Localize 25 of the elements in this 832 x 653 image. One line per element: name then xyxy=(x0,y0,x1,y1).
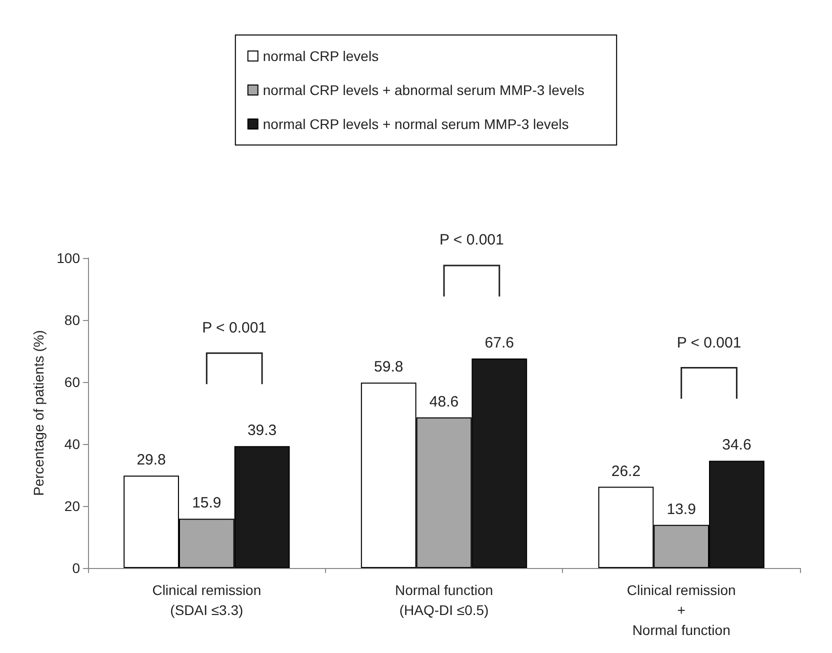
data-label: 48.6 xyxy=(429,393,459,410)
data-label: 67.6 xyxy=(484,334,514,352)
data-label: 59.8 xyxy=(374,358,404,376)
annotation: P < 0.001 xyxy=(676,334,742,352)
y-tick-label: 20 xyxy=(64,498,80,514)
data-label: 13.9 xyxy=(666,500,696,518)
x-tick-label: Normal function (HAQ-DI ≤0.5) xyxy=(394,582,494,618)
data-label: 15.9 xyxy=(192,494,222,512)
x-tick-label: Clinical remission + Normal function xyxy=(626,582,736,638)
y-tick-label: 80 xyxy=(64,312,80,328)
x-tick-label: Clinical remission (SDAI ≤3.3) xyxy=(152,582,262,618)
legend-label: normal CRP levels xyxy=(262,48,379,64)
data-label: 34.6 xyxy=(722,436,752,454)
data-label: 39.3 xyxy=(247,422,277,440)
legend-label: normal CRP levels + normal serum MMP-3 levels xyxy=(262,116,569,132)
y-tick-label: 100 xyxy=(56,250,80,266)
annotation: P < 0.001 xyxy=(202,320,267,337)
legend-label: normal CRP levels + abnormal serum MMP-3 levels xyxy=(262,82,584,98)
y-tick-label: 40 xyxy=(64,436,80,452)
y-tick-label: 0 xyxy=(72,560,80,576)
data-label: 26.2 xyxy=(611,462,641,480)
y-axis-title: Percentage of patients (%) xyxy=(30,330,47,496)
data-label: 29.8 xyxy=(136,452,166,469)
y-tick-label: 60 xyxy=(64,374,80,390)
text: P < 0.001 xyxy=(440,232,504,249)
